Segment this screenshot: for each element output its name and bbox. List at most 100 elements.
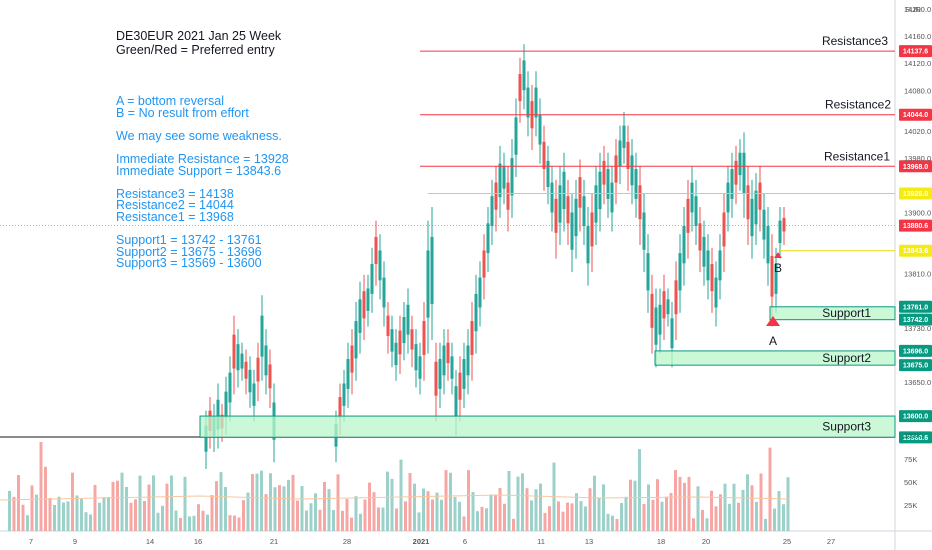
volume-bar	[255, 473, 259, 531]
candle-body	[766, 226, 770, 264]
volume-bar	[75, 495, 79, 531]
candle-body	[406, 304, 410, 335]
volume-bar	[777, 491, 781, 531]
volume-bar	[296, 500, 299, 531]
candle-body	[446, 342, 450, 364]
volume-bar	[561, 511, 565, 531]
candle-body	[474, 293, 478, 332]
volume-bar	[66, 501, 70, 531]
volume-bar	[750, 485, 754, 531]
candle-body	[268, 364, 272, 389]
volume-bar	[381, 507, 385, 531]
volume-bar	[80, 498, 83, 531]
candle-body	[746, 185, 750, 220]
volume-bar	[219, 472, 223, 531]
candle-body	[694, 196, 698, 227]
volume-bar	[651, 499, 655, 531]
volume-bar	[732, 483, 736, 531]
volume-bar	[714, 506, 718, 531]
marker-a-label: A	[769, 334, 777, 348]
volume-bar	[548, 506, 551, 531]
volume-bar	[692, 518, 695, 531]
price-tick-label: 13810.0	[904, 270, 931, 279]
time-tick-label: 27	[827, 537, 835, 546]
volume-bar	[116, 480, 119, 531]
price-badge	[899, 431, 932, 444]
volume-bar	[507, 470, 511, 531]
volume-bar	[485, 508, 488, 531]
candle-body	[626, 141, 630, 170]
volume-bar	[530, 500, 533, 531]
volume-bar	[246, 492, 250, 531]
note-line: Resistance3 = 14138	[116, 186, 234, 201]
volume-bar	[440, 499, 443, 531]
volume-bar	[363, 499, 367, 531]
volume-bar	[395, 508, 398, 531]
volume-bar	[62, 502, 65, 531]
volume-bar	[629, 479, 632, 531]
volume-bar	[638, 449, 641, 531]
candle-body	[410, 329, 414, 350]
candle-body	[682, 226, 686, 264]
volume-bar	[156, 512, 160, 531]
volume-bar	[705, 518, 709, 531]
candle-body	[450, 356, 454, 379]
note-line: Immediate Support = 13843.6	[116, 163, 282, 178]
volume-bar	[264, 494, 268, 531]
price-badge-text: 13928.0	[903, 191, 928, 198]
candle-body	[382, 277, 386, 308]
price-badge-text: 14137.6	[903, 49, 928, 56]
volume-bar	[228, 515, 232, 531]
volume-bar	[179, 517, 182, 531]
marker-b-label: B	[774, 261, 782, 275]
volume-bar	[413, 483, 416, 531]
volume-bar	[161, 505, 164, 531]
analysis-notes: A = bottom reversal B = No result from ef…	[116, 95, 289, 270]
volume-bar	[620, 503, 623, 531]
time-tick-label: 14	[146, 537, 154, 546]
volume-bar	[327, 489, 331, 531]
price-badge	[899, 187, 932, 200]
volume-bar	[422, 488, 425, 531]
candle-body	[670, 318, 674, 349]
candle-body	[374, 236, 378, 265]
candle-body	[646, 253, 650, 291]
volume-bar	[768, 447, 772, 531]
candle-body	[506, 182, 510, 210]
volume-bar	[444, 470, 448, 531]
candle-body	[350, 345, 354, 373]
candle-body	[594, 185, 598, 223]
candle-body	[236, 344, 240, 371]
candle-body	[478, 277, 482, 308]
volume-bar	[134, 499, 137, 531]
volume-bar	[71, 472, 74, 531]
candle-body	[750, 198, 754, 237]
candle-body	[762, 209, 766, 240]
volume-bar	[566, 502, 569, 531]
volume-bar	[197, 504, 200, 531]
volume-tick-label: 100K	[904, 431, 922, 440]
candle-body	[758, 182, 762, 210]
volume-bar	[426, 491, 430, 531]
candle-body	[514, 117, 518, 155]
volume-bar	[305, 510, 308, 531]
level-label-resistance3: Resistance3	[822, 34, 888, 48]
time-tick-label: 25	[783, 537, 791, 546]
candle-body	[494, 182, 498, 210]
candle-body	[558, 185, 562, 223]
volume-bar	[683, 482, 686, 531]
candle-body	[770, 255, 774, 297]
volume-bar	[192, 515, 196, 531]
volume-bar	[84, 512, 88, 531]
volume-bar	[525, 488, 529, 531]
candle-body	[714, 277, 718, 308]
volume-bar	[480, 506, 484, 531]
candle-body	[430, 236, 434, 305]
candle-body	[358, 299, 362, 333]
volume-bar	[174, 510, 178, 531]
candle-body	[742, 152, 746, 194]
candle-body	[260, 315, 264, 357]
note-line: Support2 = 13675 - 13696	[116, 244, 262, 259]
price-badge-text: 13742.0	[903, 317, 928, 324]
